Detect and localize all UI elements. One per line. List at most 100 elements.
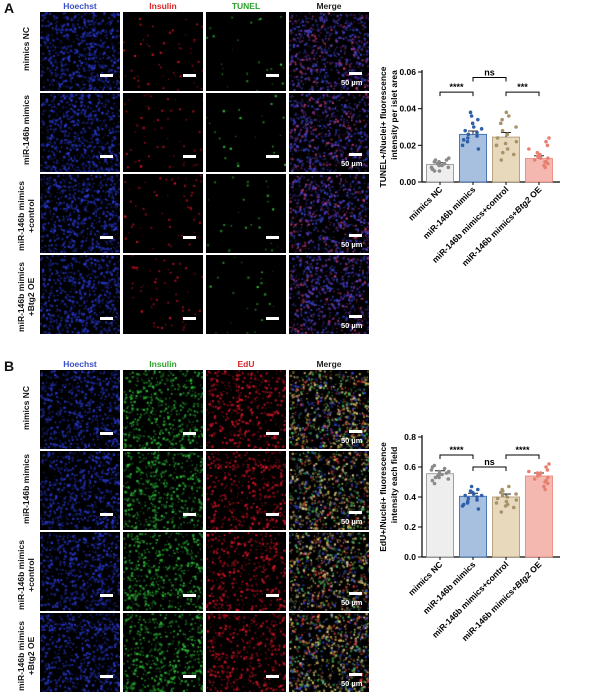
data-point <box>479 127 484 131</box>
panel-a-row-label-3: miR-146b mimics +control <box>16 181 36 251</box>
scale-bar-label: 50 µm <box>341 159 363 168</box>
data-point <box>507 484 511 489</box>
data-point <box>476 507 481 511</box>
data-point <box>429 468 434 472</box>
micrograph-r2-merge <box>289 451 369 530</box>
scale-bar <box>183 74 196 77</box>
scale-bar <box>266 236 279 239</box>
scale-bar <box>349 72 362 75</box>
scale-bar <box>349 511 362 514</box>
micrograph-r2-tunel <box>206 93 286 172</box>
micrograph-r4-insulin <box>123 255 203 334</box>
micrograph-r4-hoechst <box>40 613 120 692</box>
panel-b-row-label-4: miR-146b mimics +Btg2 OE <box>16 621 36 691</box>
micrograph-r3-hoechst <box>40 174 120 253</box>
panel-a-col-tunel: TUNEL <box>231 1 261 11</box>
significance-bracket <box>505 454 540 459</box>
scale-bar <box>266 317 279 320</box>
data-point <box>544 465 548 469</box>
data-point <box>543 487 547 492</box>
x-tick-label-part: miR-146b mimics+ <box>460 583 520 643</box>
scale-bar <box>100 74 113 77</box>
panel-b-letter: B <box>4 358 15 374</box>
significance-label: **** <box>449 445 464 455</box>
y-axis-label-line1: EdU+/Nuclei+ fluorescence <box>380 442 388 552</box>
data-point <box>465 499 470 504</box>
data-point <box>545 143 550 148</box>
data-point <box>495 136 500 140</box>
data-point <box>505 147 510 151</box>
data-point <box>527 147 531 151</box>
significance-label: ns <box>484 68 495 78</box>
data-point <box>432 481 437 486</box>
micrograph-r3-merge <box>289 174 369 253</box>
data-point <box>446 477 451 481</box>
data-point <box>504 110 509 115</box>
data-point <box>503 141 508 146</box>
scale-bar-label: 50 µm <box>341 679 363 688</box>
data-point <box>547 136 551 140</box>
panel-a-tunel-chart: TUNEL+/Nuclei+ fluorescenceintensity per… <box>380 66 560 268</box>
data-point <box>546 156 550 160</box>
data-point <box>546 475 550 480</box>
scale-bar-label: 50 µm <box>341 321 363 330</box>
data-point <box>543 160 547 164</box>
data-point <box>461 138 466 142</box>
data-point <box>535 150 540 155</box>
scale-bar <box>183 513 196 516</box>
data-point <box>514 498 519 502</box>
data-point <box>437 160 441 164</box>
significance-label: *** <box>517 82 528 92</box>
data-point <box>476 117 480 122</box>
data-point <box>437 169 442 173</box>
micrograph-r2-hoechst <box>40 451 120 530</box>
micrograph-r4-edu <box>206 613 286 692</box>
panel-a-row-label-4: miR-146b mimics +Btg2 OE <box>16 262 36 332</box>
data-point <box>499 510 504 514</box>
y-tick-label: 0.00 <box>399 177 416 187</box>
data-point <box>544 139 548 144</box>
data-point <box>514 125 518 129</box>
scale-bar-label: 50 µm <box>341 598 363 607</box>
data-point <box>505 495 510 499</box>
scale-bar <box>100 155 113 158</box>
scale-bar <box>266 74 279 77</box>
panel-a-col-merge: Merge <box>316 1 342 11</box>
panel-b-row-label-1: mimics NC <box>21 386 31 430</box>
micrograph-r4-insulin <box>123 613 203 692</box>
micrograph-r1-insulin <box>123 370 203 449</box>
panel-a-col-insulin: Insulin <box>149 1 177 11</box>
scale-bar <box>183 155 196 158</box>
data-point <box>500 493 505 498</box>
micrograph-r2-hoechst <box>40 93 120 172</box>
data-point <box>505 132 510 137</box>
micrograph-r1-merge <box>289 12 369 91</box>
panel-b-edu-chart: EdU+/Nuclei+ fluorescenceintensity each … <box>380 432 560 643</box>
scale-bar <box>349 315 362 318</box>
scale-bar-label: 50 µm <box>341 517 363 526</box>
micrograph-r3-hoechst <box>40 532 120 611</box>
significance-bracket <box>505 91 540 97</box>
data-point <box>430 167 435 171</box>
y-axis-label: TUNEL+/Nuclei+ fluorescenceintensity per… <box>380 66 399 187</box>
data-point <box>532 477 537 481</box>
scale-bar <box>266 432 279 435</box>
data-point <box>500 117 504 122</box>
micrograph-r4-merge <box>289 255 369 334</box>
data-point <box>447 156 451 160</box>
data-point <box>470 121 475 126</box>
y-tick-label: 0.06 <box>399 67 416 77</box>
micrograph-r3-edu <box>206 532 286 611</box>
data-point <box>463 128 467 133</box>
data-point <box>430 478 435 483</box>
data-point <box>440 472 444 477</box>
data-point <box>542 163 546 168</box>
data-point <box>447 469 451 474</box>
micrograph-r3-insulin <box>123 532 203 611</box>
scale-bar <box>100 317 113 320</box>
panel-a-row-label-1: mimics NC <box>21 27 31 71</box>
bar <box>459 133 487 183</box>
scale-bar <box>100 236 113 239</box>
data-point <box>503 504 508 508</box>
y-tick-label: 0.4 <box>404 492 416 502</box>
